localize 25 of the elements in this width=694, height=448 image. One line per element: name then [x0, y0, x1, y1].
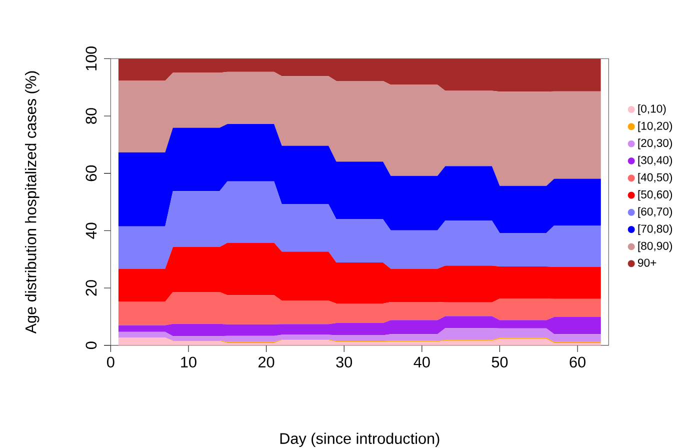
- x-tick-label: 0: [107, 356, 114, 368]
- legend-label: [70,80): [638, 224, 672, 235]
- y-tick-label: 100: [86, 46, 97, 70]
- y-tick-label: 20: [86, 280, 97, 296]
- legend-label: [10,20): [638, 122, 672, 132]
- x-tick-label: 60: [570, 356, 586, 368]
- y-tick-label: 80: [86, 108, 97, 124]
- y-tick-label: 60: [86, 165, 97, 182]
- legend-label: [30,40): [638, 156, 672, 166]
- legend-label: [40,50): [638, 172, 672, 184]
- legend-label: [20,30): [638, 138, 672, 150]
- y-tick-label: 0: [86, 342, 97, 349]
- legend-label: [0,10): [638, 104, 666, 115]
- legend-label: [50,60): [638, 190, 672, 201]
- legend-label: [80,90): [638, 242, 672, 252]
- x-axis-title: Day (since introduction): [280, 432, 440, 447]
- x-tick-label: 30: [336, 356, 352, 368]
- x-tick-label: 50: [492, 356, 508, 368]
- x-tick-label: 20: [258, 356, 274, 368]
- x-tick-label: 40: [414, 356, 430, 368]
- y-axis-title: Age distribution hospitalized cases (%): [24, 71, 40, 334]
- legend-label: [60,70): [638, 207, 672, 218]
- legend-label: 90+: [638, 258, 656, 267]
- x-tick-label: 10: [181, 356, 196, 368]
- y-tick-label: 40: [86, 222, 97, 239]
